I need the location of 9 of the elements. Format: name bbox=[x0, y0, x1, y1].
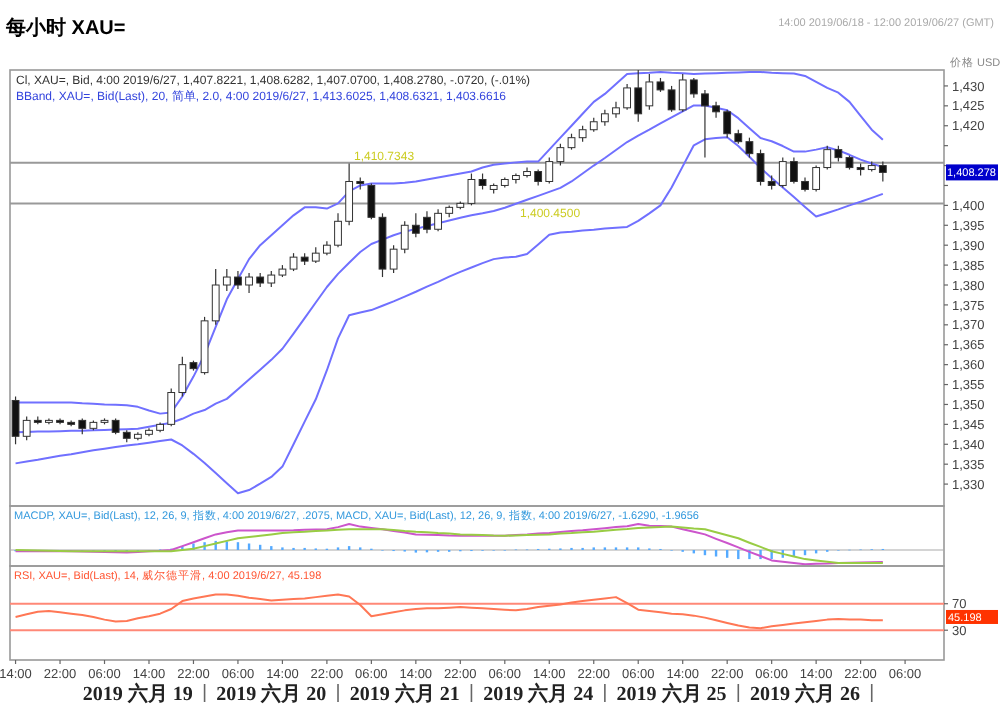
text: 2019 六月 26 bbox=[750, 682, 861, 704]
chart-title: 每小时 XAU= bbox=[4, 16, 126, 40]
text: 2019 六月 20 bbox=[216, 682, 327, 704]
line-series bbox=[14, 136, 884, 495]
text: 2019 六月 21 bbox=[349, 682, 460, 704]
line-series bbox=[14, 593, 884, 630]
text: 2019 六月 24 bbox=[483, 682, 594, 704]
text: 2019 六月 19 bbox=[82, 682, 193, 704]
text: 2019 六月 25 bbox=[616, 682, 727, 704]
